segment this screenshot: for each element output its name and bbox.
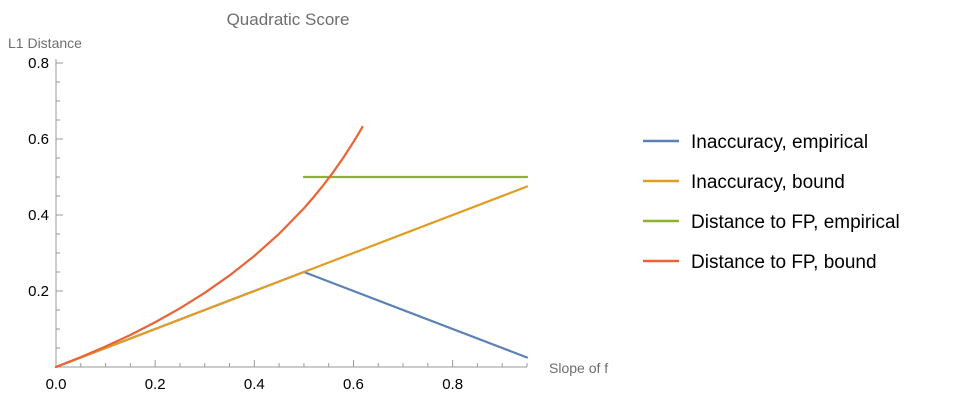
series-layer [54,125,529,369]
x-axis-label: Slope of f [549,360,608,376]
tick-labels: 0.0 0.2 0.4 0.6 0.8 0.2 0.4 0.6 0.8 [28,55,463,393]
x-tick-label: 0.0 [46,376,67,393]
series-line-4 [54,125,364,369]
tick-marks [55,62,528,367]
y-tick-label: 0.6 [28,131,49,148]
legend-label: Distance to FP, empirical [691,212,900,233]
legend-label: Distance to FP, bound [691,252,877,273]
x-tick-label: 0.6 [343,376,364,393]
legend: Inaccuracy, empirical Inaccuracy, bound Di… [643,132,900,273]
y-axis-label: L1 Distance [8,35,82,51]
axes [55,59,527,368]
series-line-1 [54,270,529,369]
y-tick-label: 0.8 [28,55,49,72]
series-line-2 [54,185,529,369]
legend-label: Inaccuracy, bound [691,172,845,193]
y-tick-label: 0.2 [28,283,49,300]
y-tick-label: 0.4 [28,207,49,224]
legend-label: Inaccuracy, empirical [691,132,868,153]
x-tick-label: 0.4 [244,376,265,393]
x-tick-label: 0.8 [442,376,463,393]
x-tick-label: 0.2 [145,376,166,393]
chart-title: Quadratic Score [227,10,350,29]
